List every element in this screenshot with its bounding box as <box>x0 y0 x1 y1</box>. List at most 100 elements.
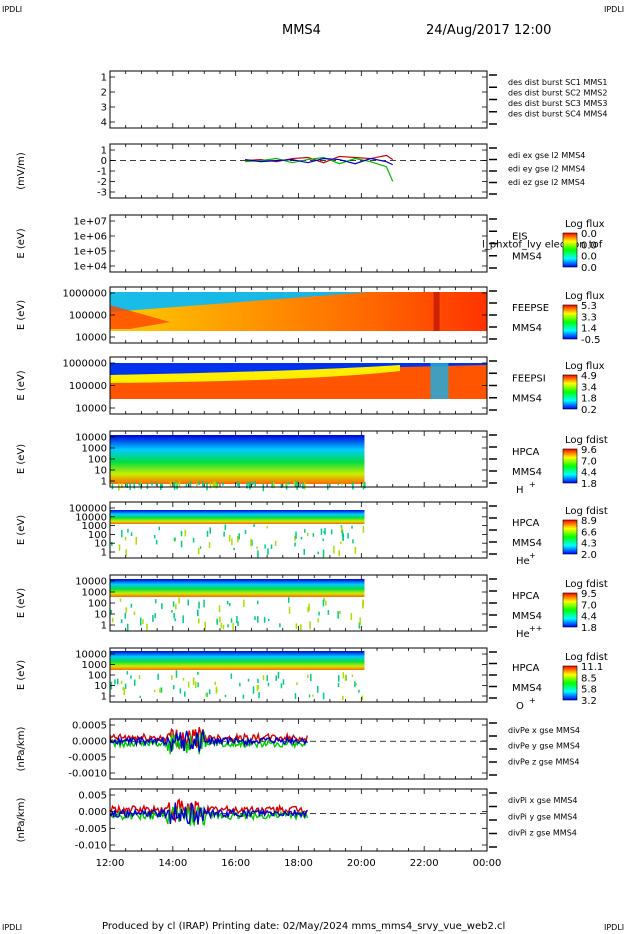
y-tick-label: -3 <box>97 188 107 199</box>
instrument-label: HPCA <box>512 663 540 674</box>
colorbar-label: 0.2 <box>581 405 597 416</box>
hpca-speckle <box>322 549 325 558</box>
hpca-speckle <box>342 534 345 541</box>
hpca-speckle <box>196 482 198 487</box>
hpca-speckle <box>228 602 231 606</box>
feepse-low-energy-band <box>110 305 170 329</box>
hpca-speckle <box>307 606 309 613</box>
feepse-high-energy-band <box>110 292 370 312</box>
hpca-speckle <box>180 540 183 548</box>
y-tick-label: 10 <box>94 539 107 550</box>
hpca-speckle <box>236 535 239 542</box>
x-tick-label: 16:00 <box>221 858 250 869</box>
panel-dpi: 0.005 0.000 -0.005 -0.010 (nPa/km) divPi x gs… <box>16 788 577 852</box>
hpca-speckle <box>206 482 208 491</box>
hpca-speckle <box>184 693 186 696</box>
hpca-speckle <box>206 692 208 697</box>
hpca-speckle <box>295 481 298 484</box>
x-tick-label: 12:00 <box>96 858 125 869</box>
y-tick-label: 1000000 <box>62 289 107 300</box>
y-axis-label: E (eV) <box>16 660 27 690</box>
hpca-speckle <box>158 526 161 531</box>
hpca-speckle <box>337 675 340 682</box>
y-tick-label: 1 <box>101 621 107 632</box>
colorbar-label: 0.0 <box>581 252 597 263</box>
hpca-speckle <box>130 675 132 679</box>
hpca-speckle <box>153 535 156 539</box>
colorbar-label: 5.3 <box>581 301 597 312</box>
hpca-speckle <box>238 533 240 540</box>
charge-label: + <box>529 696 536 705</box>
y-tick-label: 100 <box>88 671 107 682</box>
hpca-speckle <box>303 548 305 555</box>
y-tick-label: 0.0000 <box>72 737 107 748</box>
panel-data-feepse <box>110 292 487 331</box>
colorbar <box>562 519 578 555</box>
hpca-speckle <box>111 617 114 623</box>
hpca-speckle <box>231 538 233 546</box>
hpca-speckle <box>341 529 343 532</box>
y-tick-label: 1000000 <box>62 359 107 370</box>
hpca-speckle <box>172 601 175 607</box>
hpca-speckle <box>220 622 223 628</box>
hpca-speckle <box>257 678 259 684</box>
hpca-speckle <box>160 687 163 693</box>
hpca-speckle <box>189 483 191 487</box>
legend-entry: des dist burst SC1 MMS1 <box>508 78 607 87</box>
colorbar-label: 3.3 <box>581 312 597 323</box>
hpca-speckle <box>282 679 285 685</box>
colorbar-label: -0.5 <box>581 335 601 346</box>
hpca-speckle <box>344 674 347 681</box>
hpca-speckle <box>307 674 309 678</box>
hpca-speckle <box>222 482 224 486</box>
species-label: O <box>516 701 524 712</box>
colorbar-label: 0.0 <box>581 263 597 274</box>
y-tick-label: 10 <box>94 466 107 477</box>
colorbar-label: 6.6 <box>581 527 597 538</box>
hpca-speckle <box>157 673 159 680</box>
hpca-speckle <box>199 546 202 549</box>
hpca-speckle <box>125 607 128 613</box>
hpca-speckle <box>236 615 238 624</box>
legend-entry: divPi z gse MMS4 <box>508 829 577 838</box>
hpca-speckle <box>110 609 113 614</box>
y-tick-label: 10000 <box>75 333 107 344</box>
hpca-speckle <box>271 481 273 488</box>
hpca-speckle <box>306 532 309 537</box>
panel-data-dpi <box>109 798 487 827</box>
hpca-speckle <box>124 612 127 619</box>
y-axis-label: (nPa/km) <box>16 727 27 772</box>
hpca-speckle <box>310 673 312 681</box>
colorbar-title: Log fdist <box>565 579 608 590</box>
hpca-speckle <box>243 599 245 608</box>
hpca-speckle <box>198 481 200 485</box>
hpca-speckle <box>133 482 136 489</box>
y-axis-label: (nPa/km) <box>16 798 27 843</box>
colorbar-label: 1.8 <box>581 394 597 405</box>
hpca-speckle <box>187 599 190 606</box>
colorbar-title: Log flux <box>565 291 605 302</box>
hpca-speckle <box>230 673 233 679</box>
hpca-speckle <box>296 682 298 686</box>
hpca-speckle <box>322 692 325 700</box>
hpca-speckle <box>339 610 341 615</box>
colorbar <box>562 304 578 340</box>
hpca-speckle <box>130 603 133 608</box>
hpca-speckle <box>184 529 187 537</box>
hpca-speckle <box>146 623 148 631</box>
hpca-speckle <box>249 483 251 490</box>
hpca-speckle <box>247 678 250 682</box>
y-tick-label: 10000 <box>75 433 107 444</box>
hpca-speckle <box>182 615 184 624</box>
hpca-speckle <box>180 531 183 537</box>
hpca-speckle <box>126 483 129 489</box>
charge-label: + <box>529 551 536 560</box>
hpca-speckle <box>317 551 319 555</box>
colorbar-label: 7.0 <box>581 600 597 611</box>
panel-feepsi: 1000000 100000 10000 E (eV) FEEPSI MMS4 Log fl… <box>16 356 605 416</box>
hpca-speckle <box>139 617 142 626</box>
hpca-speckle <box>322 599 325 607</box>
feepsi-edge <box>110 365 400 383</box>
colorbar-label: 4.9 <box>581 371 597 382</box>
